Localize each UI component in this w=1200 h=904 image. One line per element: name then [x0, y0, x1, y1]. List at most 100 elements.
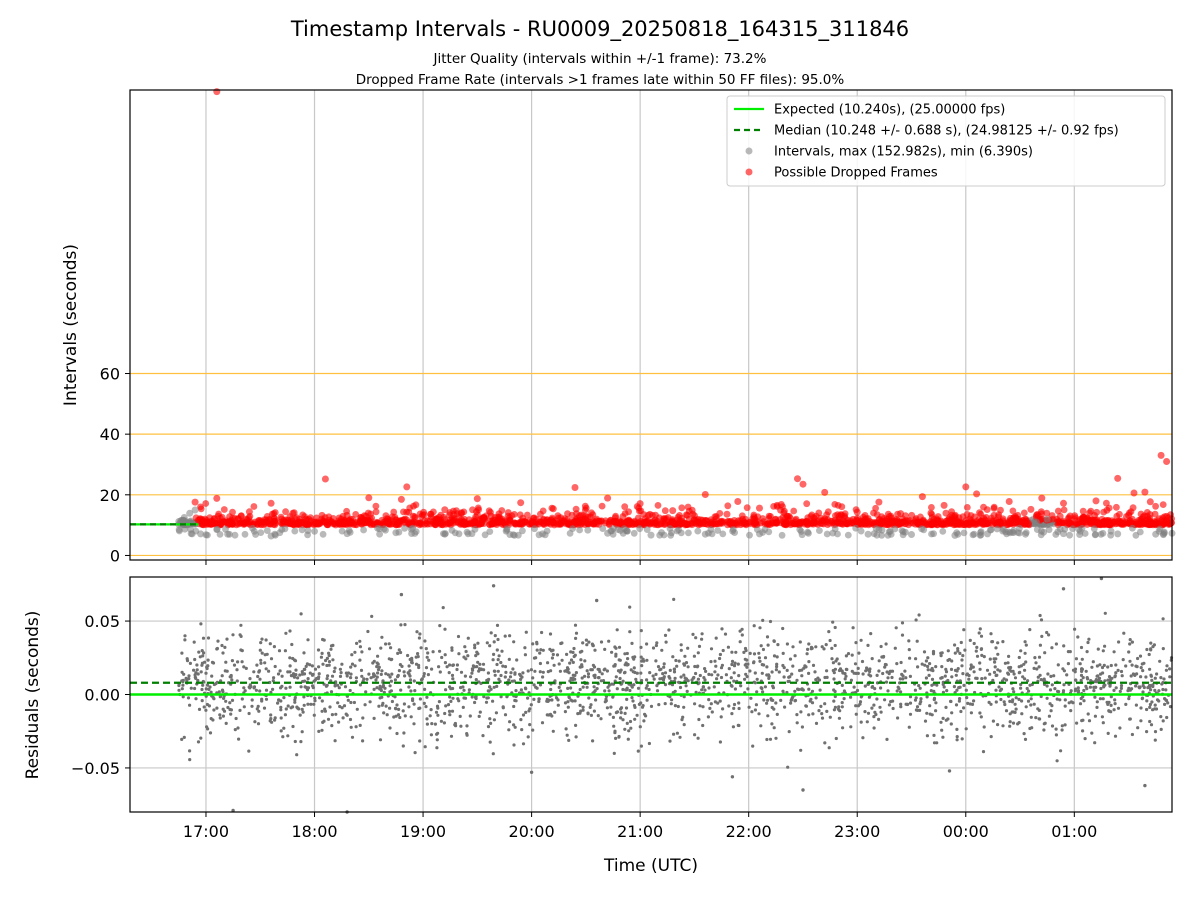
x-tick-label: 00:00	[943, 822, 989, 841]
residual-point	[1018, 656, 1021, 659]
residual-point	[733, 671, 736, 674]
residual-point	[795, 679, 798, 682]
residual-point	[299, 714, 302, 717]
residual-point	[416, 652, 419, 655]
residual-point	[734, 651, 737, 654]
residual-point	[551, 656, 554, 659]
residual-point	[680, 643, 683, 646]
residual-point	[579, 704, 582, 707]
residual-point	[251, 698, 254, 701]
residual-point	[567, 706, 570, 709]
residual-point	[1127, 650, 1130, 653]
residual-point	[188, 749, 191, 752]
residual-point	[905, 703, 908, 706]
residual-point	[932, 652, 935, 655]
residual-point	[474, 696, 477, 699]
residual-point	[1110, 704, 1113, 707]
residual-point	[385, 705, 388, 708]
residual-point	[890, 676, 893, 679]
residual-point	[1050, 646, 1053, 649]
residual-point	[637, 750, 640, 753]
residual-point	[851, 654, 854, 657]
residual-point	[450, 649, 453, 652]
dropped-frame-point	[192, 499, 199, 506]
legend-intervals-swatch	[746, 148, 753, 155]
residual-point	[485, 701, 488, 704]
residual-point	[282, 727, 285, 730]
residual-point	[603, 689, 606, 692]
residual-point	[895, 662, 898, 665]
interval-point	[539, 530, 546, 537]
residual-point	[380, 669, 383, 672]
residual-point	[250, 705, 253, 708]
dropped-frame-point	[1038, 495, 1045, 502]
residual-point	[257, 705, 260, 708]
interval-point	[224, 531, 231, 538]
residual-point	[730, 676, 733, 679]
residual-point	[434, 723, 437, 726]
residual-point	[296, 676, 299, 679]
residual-point	[969, 639, 972, 642]
residual-point	[776, 713, 779, 716]
residual-point	[388, 726, 391, 729]
residual-point	[698, 704, 701, 707]
residual-point	[908, 648, 911, 651]
residual-point	[707, 686, 710, 689]
residual-point	[1088, 719, 1091, 722]
residual-point	[758, 660, 761, 663]
residual-point	[878, 706, 881, 709]
residual-point	[613, 731, 616, 734]
dropped-frame-point	[777, 516, 784, 523]
residual-point	[574, 637, 577, 640]
residual-point	[540, 631, 543, 634]
dropped-frame-point	[842, 510, 849, 517]
residual-point	[1065, 673, 1068, 676]
residual-point	[988, 673, 991, 676]
residual-point	[941, 736, 944, 739]
residual-point	[1108, 710, 1111, 713]
residual-point	[339, 675, 342, 678]
residual-point	[1039, 674, 1042, 677]
residual-point	[755, 703, 758, 706]
residual-point	[931, 678, 934, 681]
residual-point	[834, 626, 837, 629]
residual-point	[925, 712, 928, 715]
residual-point	[889, 670, 892, 673]
residual-point	[779, 699, 782, 702]
residual-point	[183, 736, 186, 739]
residual-point	[945, 689, 948, 692]
residual-point	[993, 671, 996, 674]
residual-point	[585, 643, 588, 646]
residual-point	[801, 788, 804, 791]
residual-point	[838, 669, 841, 672]
residual-point	[940, 654, 943, 657]
residual-point	[1039, 614, 1042, 617]
residual-point	[934, 665, 937, 668]
interval-point	[311, 528, 318, 535]
residual-point	[589, 706, 592, 709]
residual-point	[1082, 689, 1085, 692]
residual-point	[982, 750, 985, 753]
residual-point	[918, 702, 921, 705]
interval-point	[304, 532, 311, 539]
residual-point	[915, 696, 918, 699]
dropped-frame-point	[352, 511, 359, 518]
bottom-y-ticks: 0.050.00−0.05	[71, 612, 130, 778]
residual-point	[845, 668, 848, 671]
residual-point	[835, 737, 838, 740]
residual-point	[669, 669, 672, 672]
residual-point	[230, 675, 233, 678]
residual-point	[593, 685, 596, 688]
dropped-frame-point	[1147, 498, 1154, 505]
residual-point	[686, 690, 689, 693]
residual-point	[415, 630, 418, 633]
residual-point	[1103, 645, 1106, 648]
residual-point	[302, 711, 305, 714]
residual-point	[537, 700, 540, 703]
residual-point	[376, 671, 379, 674]
residual-point	[420, 646, 423, 649]
dropped-frame-point	[803, 500, 810, 507]
residual-point	[841, 701, 844, 704]
dropped-frame-point	[943, 510, 950, 517]
